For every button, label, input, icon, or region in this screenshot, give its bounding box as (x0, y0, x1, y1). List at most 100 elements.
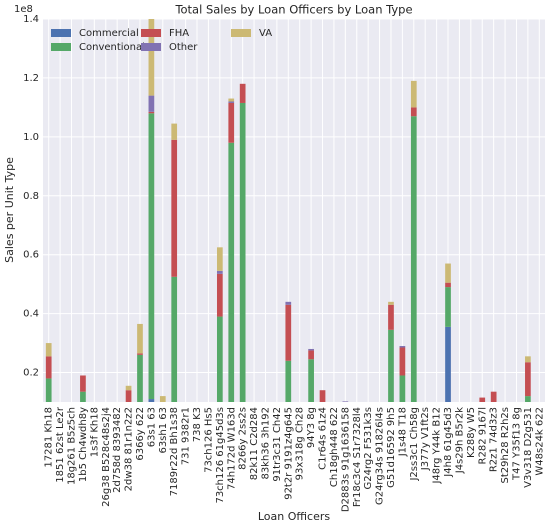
x-tick-label: 91tr3c31 Ch42 (272, 407, 283, 482)
plot-background (43, 19, 545, 402)
x-tick-label: 73ch126 Hs5 (203, 407, 214, 473)
bar-segment (171, 276, 178, 402)
bar-segment (445, 326, 451, 402)
x-tick-label: G24rg2 F531k3s (363, 407, 374, 490)
x-tick-label: 17281 Kh18 (44, 407, 55, 468)
bar-segment (216, 316, 223, 402)
legend-swatch (51, 29, 71, 37)
legend-swatch (141, 29, 161, 37)
y-tick-label: 1.4 (23, 14, 39, 25)
bar-segment (479, 397, 486, 402)
x-tick-label: 73ch126 61g45d3s (215, 407, 226, 504)
x-tick-label: K288y W5 (466, 407, 477, 458)
bar-segment (216, 273, 223, 317)
x-tick-label: T47 Y35f13 8g (511, 407, 522, 481)
x-tick-label: W48s24k 622 (534, 407, 545, 476)
x-tick-label: 94Y3 8g (306, 407, 317, 448)
bar-segment (125, 390, 132, 402)
x-tick-label: 731 9382r1 (181, 407, 192, 465)
bar-segment (137, 323, 143, 354)
bar-segment (45, 343, 52, 357)
bar-segment (125, 385, 132, 391)
x-tick-label: 93x318g Ch28 (295, 407, 306, 480)
bar-segment (445, 287, 451, 327)
x-tick-label: G51d16592 9h5 (386, 407, 397, 488)
x-tick-label: 1851 62st Le2r (55, 406, 66, 483)
x-tick-label: J48rg Y44k B12 (432, 407, 443, 485)
x-tick-label: R282 9167l (477, 407, 488, 464)
bar-segment (410, 116, 417, 402)
x-tick-label: St29h28 R2h2s (500, 407, 511, 483)
bar-segment (159, 396, 166, 402)
bar-segment (171, 139, 178, 277)
bar-segment (285, 301, 292, 305)
x-tick-label: 6366y 622 (135, 407, 146, 461)
legend-label: Conventional (79, 42, 145, 53)
bar-segment (228, 101, 235, 103)
bar-segment (410, 80, 417, 108)
bar-segment (410, 107, 417, 117)
bar-segment (388, 301, 394, 305)
bar-segment (171, 123, 178, 140)
x-tick-label: 92t2r 9191z4g645 (283, 407, 294, 500)
x-tick-label: G24rg34s 91826l4s (375, 407, 386, 505)
x-tick-label: Fr18c3c4 S1r7328l4 (352, 407, 363, 507)
bar-segment (239, 102, 246, 402)
bar-segment (239, 83, 246, 103)
x-tick-label: C1r64s 61z4 (318, 407, 329, 470)
bar-segment (228, 102, 235, 143)
bar-segment (285, 304, 292, 361)
bar-segment (490, 391, 497, 402)
bar-segment (342, 401, 349, 402)
bar-segment (399, 346, 406, 348)
x-tick-label: D2883s 91g1636158 (340, 407, 351, 512)
bar-segment (216, 247, 223, 271)
y-tick-label: 0.4 (23, 309, 39, 320)
x-tick-label: 83kh36 3h192 (260, 407, 271, 480)
legend-swatch (231, 29, 251, 37)
x-tick-label: 63s1 63 (146, 407, 157, 447)
x-tick-label: 74h172d W163d (226, 407, 237, 490)
bar-segment (228, 142, 235, 402)
bar-segment (445, 263, 451, 283)
offset-label: 1e8 (14, 4, 33, 15)
y-tick-label: 1.2 (23, 73, 39, 84)
bar-segment (388, 329, 394, 402)
bars (45, 19, 531, 402)
x-axis-label: Loan Officers (258, 510, 331, 523)
bar-segment (137, 353, 143, 355)
x-tick-label: V3v318 D2g531 (523, 407, 534, 488)
bar-segment (445, 282, 451, 288)
legend-label: FHA (169, 28, 189, 39)
bar-segment (228, 98, 235, 102)
legend-swatch (141, 43, 161, 51)
bar-segment (148, 113, 155, 400)
bar-segment (148, 399, 155, 402)
x-tick-label: 82k11 C2d284 (249, 407, 260, 480)
x-tick-label: 2d758d 8393482 (112, 407, 123, 493)
x-tick-label: J4s29h B5r2k (454, 407, 465, 474)
bar-segment (399, 347, 406, 376)
x-tick-label: 1b5 Ch4wdh8y (78, 407, 89, 482)
x-tick-label: R2z1 74d3z3 (489, 407, 500, 472)
bar-segment (308, 348, 314, 351)
bar-segment (80, 391, 86, 402)
x-tick-label: Ch18gh448 622 (329, 407, 340, 487)
bar-segment (319, 390, 326, 402)
x-tick-label: 26g38 B528c48s2j4 (101, 407, 112, 507)
bar-segment (399, 375, 406, 402)
bar-segment (216, 270, 223, 274)
chart-title: Total Sales by Loan Officers by Loan Typ… (174, 3, 412, 17)
y-tick-label: 0.6 (23, 250, 39, 261)
bar-segment (137, 354, 143, 402)
y-axis-label: Sales per Unit Type (3, 157, 16, 263)
bar-segment (45, 378, 52, 402)
legend-label: Other (169, 42, 198, 53)
x-tick-label: J2ss3c1 Ch58g (409, 407, 420, 482)
y-tick-label: 0.2 (23, 368, 39, 379)
bar-segment (308, 350, 314, 360)
bar-segment (388, 304, 394, 330)
bar-segment (525, 396, 531, 402)
y-tick-label: 1.0 (23, 132, 39, 143)
